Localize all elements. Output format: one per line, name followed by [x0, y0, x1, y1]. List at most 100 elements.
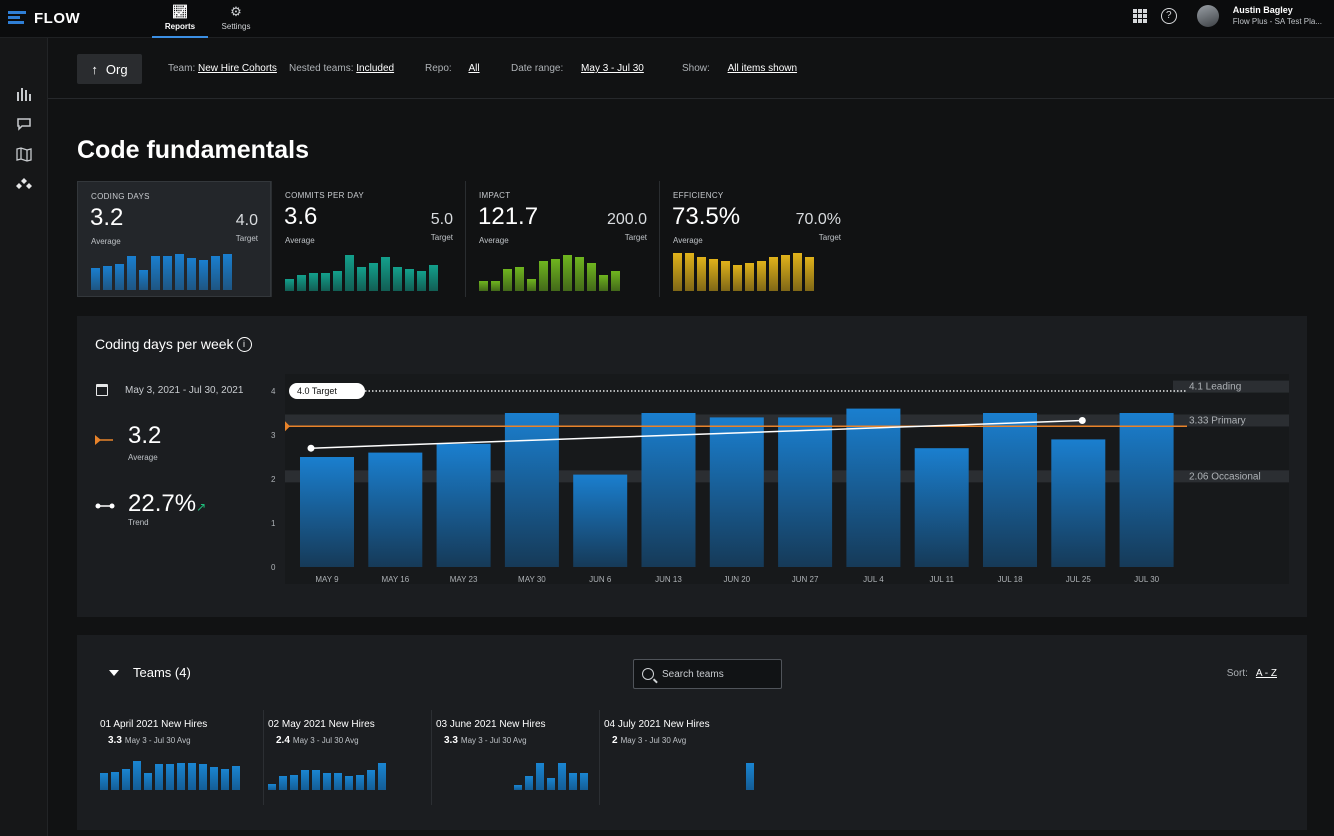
chart-title: Coding days per week i [95, 336, 252, 352]
team-name: 03 June 2021 New Hires [436, 719, 546, 730]
teams-header: Teams (4) [133, 665, 191, 680]
metric-target: 70.0% [795, 211, 841, 228]
tab-settings[interactable]: ⚙ Settings [208, 4, 264, 38]
x-tick-label: JUL 11 [929, 575, 954, 584]
chart-bar [1119, 413, 1174, 567]
org-button[interactable]: ↑ Org [77, 54, 142, 84]
info-icon[interactable]: i [236, 336, 252, 352]
apps-grid-icon[interactable] [1132, 9, 1147, 23]
metric-label: COMMITS PER DAY [285, 191, 365, 200]
map-icon[interactable] [15, 146, 33, 164]
sparkline-bar [536, 763, 544, 790]
sparkline-bar [673, 253, 682, 291]
metric-value: 3.6 [284, 203, 318, 230]
bar-chart-icon[interactable] [15, 86, 33, 104]
chart-bar [641, 413, 696, 567]
tab-settings-label: Settings [221, 22, 251, 31]
sparkline-bar [599, 275, 608, 291]
search-input[interactable] [662, 668, 772, 680]
metric-card[interactable]: IMPACT 121.7 Average 200.0 Target [465, 181, 659, 297]
metric-target-caption: Target [818, 233, 841, 242]
avatar[interactable] [1196, 5, 1219, 27]
x-tick-label: MAY 9 [315, 575, 339, 584]
tab-reports[interactable]: 📈︎ Reports [152, 4, 208, 38]
chart-bar [914, 448, 969, 567]
benchmark-label: 2.06 Occasional [1189, 471, 1261, 482]
trend-up-arrow-icon: ↗ [196, 500, 207, 514]
team-card[interactable]: 01 April 2021 New Hires 3.3 May 3 - Jul 30… [96, 710, 264, 805]
sparkline-bar [155, 764, 163, 790]
search-teams-field[interactable] [633, 659, 782, 689]
team-sparkline [604, 760, 754, 790]
team-value-number: 2.4 [276, 735, 290, 746]
y-tick-label: 0 [271, 563, 276, 572]
sparkline-bar [163, 256, 172, 290]
chart-bar [573, 474, 628, 567]
chart-title-text: Coding days per week [95, 336, 234, 352]
team-value: 2.4 May 3 - Jul 30 Avg [276, 735, 359, 746]
sparkline-bar [417, 271, 426, 291]
sparkline-bar [211, 256, 220, 290]
team-filter[interactable]: Team: New Hire Cohorts [168, 63, 277, 74]
teams-toggle[interactable]: Teams (4) [109, 665, 191, 680]
metric-card[interactable]: CODING DAYS 3.2 Average 4.0 Target [77, 181, 271, 297]
sparkline-bar [378, 763, 386, 790]
sidebar [0, 38, 48, 836]
nested-teams-value[interactable]: Included [356, 63, 395, 74]
user-menu[interactable]: Austin Bagley Flow Plus - SA Test Pla... [1233, 5, 1322, 27]
sparkline-bar [745, 263, 754, 291]
chart-bar [709, 417, 764, 567]
team-card[interactable]: 04 July 2021 New Hires 2 May 3 - Jul 30 Av… [600, 710, 768, 805]
team-value-caption: May 3 - Jul 30 Avg [292, 736, 359, 745]
sparkline-bar [503, 269, 512, 291]
sparkline-bar [309, 273, 318, 291]
sparkline-bar [199, 764, 207, 790]
nested-teams-filter[interactable]: Nested teams: Included [289, 63, 394, 74]
sparkline-bar [733, 265, 742, 291]
sparkline-bar [139, 270, 148, 290]
team-card[interactable]: 03 June 2021 New Hires 3.3 May 3 - Jul 30 … [432, 710, 600, 805]
repo-filter[interactable]: Repo: All [425, 63, 480, 74]
app-logo[interactable]: FLOW [8, 9, 80, 27]
sparkline-bar [381, 257, 390, 291]
team-card[interactable]: 02 May 2021 New Hires 2.4 May 3 - Jul 30 A… [264, 710, 432, 805]
repo-filter-value[interactable]: All [468, 63, 480, 74]
sort-value[interactable]: A - Z [1255, 668, 1277, 679]
sparkline-bar [547, 778, 555, 790]
chart-bar [368, 452, 423, 567]
team-value: 3.3 May 3 - Jul 30 Avg [108, 735, 191, 746]
metric-value-caption: Average [673, 236, 703, 245]
sparkline-bar [527, 279, 536, 291]
sparkline-bar [721, 261, 730, 291]
x-tick-label: MAY 16 [381, 575, 409, 584]
team-value-number: 3.3 [108, 735, 122, 746]
metric-label: EFFICIENCY [673, 191, 724, 200]
show-filter-value[interactable]: All items shown [727, 63, 798, 74]
date-range-value[interactable]: May 3 - Jul 30 [581, 63, 644, 74]
metric-value: 121.7 [478, 203, 539, 230]
team-filter-value[interactable]: New Hire Cohorts [198, 63, 277, 74]
sparkline-bar [188, 763, 196, 790]
trend-line [310, 419, 1083, 449]
sparkline-bar [122, 769, 130, 790]
calendar-icon [96, 384, 108, 396]
help-icon[interactable]: ? [1160, 8, 1177, 24]
sparkline-bar [515, 267, 524, 291]
chat-icon[interactable] [15, 116, 33, 134]
x-tick-label: JUL 4 [863, 575, 884, 584]
metric-card[interactable]: COMMITS PER DAY 3.6 Average 5.0 Target [271, 181, 465, 297]
sparkline-bar [333, 271, 342, 291]
sort-control[interactable]: Sort: A - Z [1227, 668, 1277, 679]
show-filter[interactable]: Show: All items shown [682, 63, 797, 74]
page-title: Code fundamentals [77, 136, 309, 164]
metric-value-caption: Average [479, 236, 509, 245]
x-tick-label: JUL 30 [1134, 575, 1160, 584]
sparkline-bar [757, 261, 766, 291]
chart-bar [436, 443, 491, 567]
date-range-filter[interactable]: Date range: May 3 - Jul 30 [511, 63, 644, 74]
flow-logo-icon [8, 9, 26, 27]
app-name: FLOW [34, 9, 81, 27]
diamonds-icon[interactable] [15, 176, 33, 194]
sparkline-bar [356, 775, 364, 790]
metric-card[interactable]: EFFICIENCY 73.5% Average 70.0% Target [659, 181, 853, 297]
